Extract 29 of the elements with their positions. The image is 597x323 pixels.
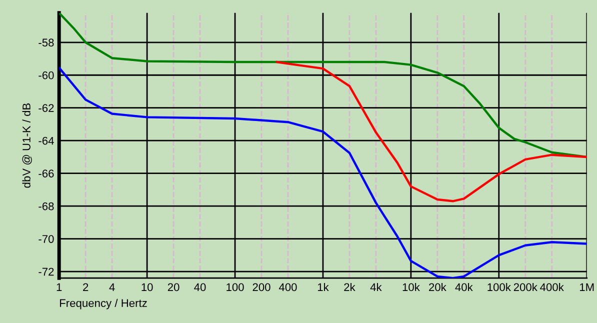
x-tick-label: 20k [429, 282, 446, 292]
x-axis-title: Frequency / Hertz [60, 298, 147, 310]
x-tick-label: 100 [226, 283, 244, 292]
x-tick-label: 2 [83, 283, 88, 292]
y-tick-label: -66 [38, 170, 54, 178]
x-tick-label: 10k [402, 282, 420, 292]
y-tick-label: -72 [38, 268, 54, 276]
y-tick-label: -70 [38, 235, 54, 243]
x-tick-label: 1k [318, 282, 329, 292]
x-tick-label: 4 [109, 283, 115, 292]
x-tick-label: 20 [168, 283, 180, 292]
x-tick-label: 10 [142, 283, 153, 292]
x-tick-label: 100k [488, 282, 511, 292]
x-tick-label: 2k [344, 282, 356, 292]
x-tick-label: 400k [540, 282, 564, 292]
x-tick-label: 400 [278, 283, 297, 292]
x-tick-label: 1 [56, 283, 62, 292]
x-tick-label: 40 [194, 283, 206, 292]
x-tick-label: 4k [370, 282, 382, 292]
y-tick-label: -60 [38, 71, 54, 80]
y-tick-label: -62 [38, 104, 54, 112]
y-axis-title: dbV @ U1-K / dB [22, 103, 32, 188]
y-tick-label: -64 [38, 136, 54, 145]
x-tick-label: 200 [252, 283, 270, 292]
y-tick-label: -58 [38, 38, 54, 47]
y-tick-label: -68 [38, 202, 54, 210]
x-tick-label: 200k [514, 282, 538, 292]
x-tick-label: 1M [580, 283, 594, 292]
x-tick-label: 40k [455, 282, 473, 292]
